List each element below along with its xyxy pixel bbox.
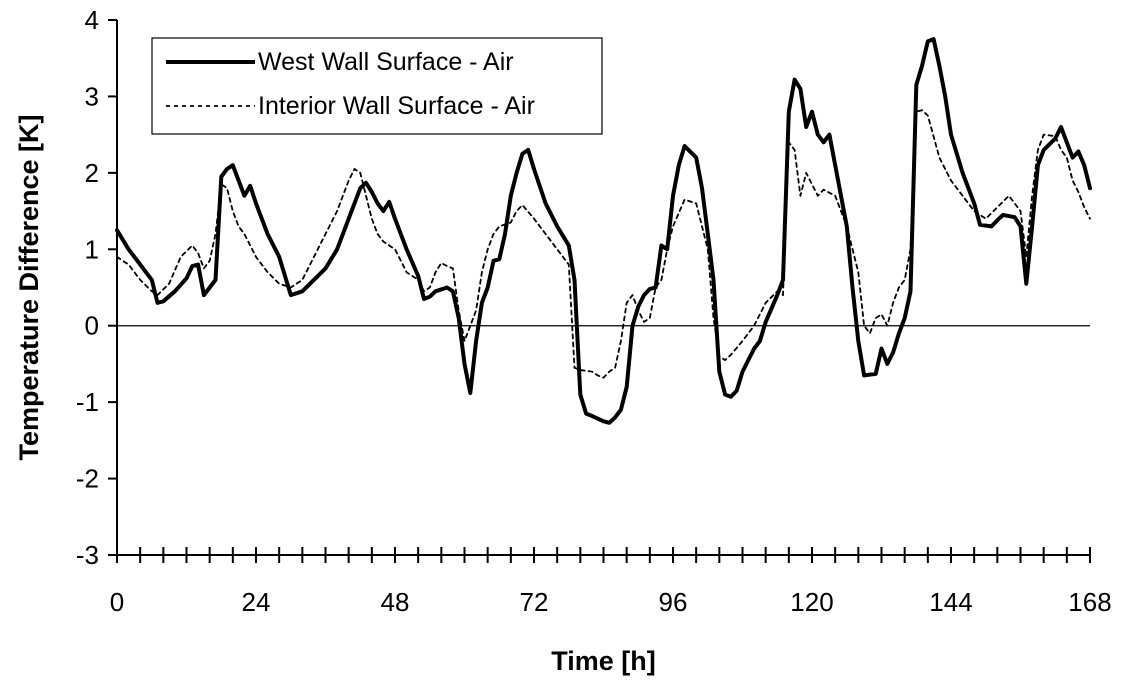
legend-label-west-wall: West Wall Surface - Air [258,48,514,76]
x-tick-label: 120 [790,587,833,617]
x-tick-label: 72 [520,587,549,617]
series-line-west-wall [115,37,1092,425]
y-axis-title: Temperature Difference [K] [14,114,44,460]
legend-label-interior-wall: Interior Wall Surface - Air [258,92,535,120]
y-tick-label: -1 [76,387,99,417]
x-tick-label: 144 [929,587,972,617]
y-tick-label: 0 [85,311,99,341]
series-layer [115,37,1092,425]
x-tick-label: 96 [659,587,688,617]
x-tick-label: 0 [110,587,124,617]
y-tick-label: -2 [76,464,99,494]
x-tick-label: 24 [242,587,271,617]
y-tick-label: 3 [85,81,99,111]
legend-box [151,37,603,135]
ticks: 4 3 2 1 0 -1 -2 -3 0 24 48 72 96 120 144 168 [76,5,1112,617]
legend: West Wall Surface - Air Interior Wall Su… [151,37,603,135]
x-axis-title: Time [h] [551,646,656,676]
y-tick-label: -3 [76,540,99,570]
y-tick-label: 2 [85,158,99,188]
y-tick-label: 4 [85,5,99,35]
y-tick-label: 1 [85,234,99,264]
x-tick-label: 168 [1068,587,1111,617]
series-line-interior-wall [116,109,1091,379]
x-tick-label: 48 [381,587,410,617]
